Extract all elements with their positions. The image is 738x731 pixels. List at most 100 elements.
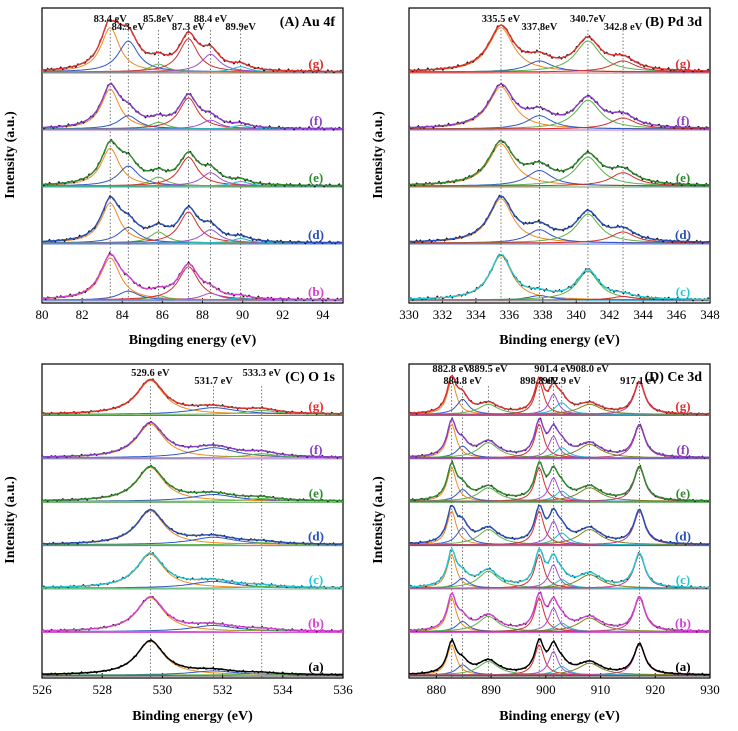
x-tick-label: 536 <box>333 682 353 697</box>
fitted-envelope-line <box>42 465 343 502</box>
x-tick-label: 910 <box>591 682 611 697</box>
x-axis-label: Binding energy (eV) <box>132 709 253 724</box>
sample-label: (b) <box>308 616 324 631</box>
raw-spectrum-line <box>41 82 344 131</box>
component-curve <box>409 510 710 546</box>
sample-label: (b) <box>675 616 691 631</box>
peak-label: 529.6 eV <box>131 368 170 379</box>
component-curve <box>42 597 343 632</box>
fitted-envelope-line <box>408 638 710 676</box>
peak-label: 898.8 eV <box>520 376 559 387</box>
fitted-envelope-line <box>408 195 710 243</box>
component-curve <box>409 117 710 130</box>
panel-title: (A) Au 4f <box>280 15 336 30</box>
peak-label: 83.4 eV <box>94 14 128 25</box>
x-tick-label: 528 <box>92 682 112 697</box>
component-curve <box>42 66 343 73</box>
panel-C: 526 528 530 532 534 536 Binding energy (eV) Int… <box>3 363 353 724</box>
peak-label: 342.8 eV <box>604 22 643 33</box>
x-tick-label: 338 <box>533 307 553 322</box>
sample-label: (a) <box>308 659 323 674</box>
sample-label: (f) <box>310 113 323 128</box>
y-axis-label: Intensity (a.u.) <box>371 111 386 199</box>
peak-label: 902.9 eV <box>542 376 581 387</box>
y-axis-label: Intensity (a.u.) <box>371 476 386 564</box>
x-tick-label: 80 <box>36 307 49 322</box>
raw-spectrum-line <box>408 253 711 302</box>
component-curve <box>42 498 343 502</box>
sample-label: (e) <box>676 170 690 185</box>
fitted-envelope-line <box>409 417 711 458</box>
fitted-envelope-line <box>408 374 710 415</box>
peak-label: 340.7eV <box>570 14 606 25</box>
x-tick-label: 346 <box>667 307 687 322</box>
fitted-envelope-line <box>41 253 343 301</box>
peak-label: 884.8 eV <box>443 376 482 387</box>
x-tick-label: 342 <box>600 307 620 322</box>
x-tick-label: 334 <box>466 307 486 322</box>
component-curve <box>409 607 710 632</box>
x-tick-label: 880 <box>427 682 447 697</box>
fitted-envelope-line <box>408 504 711 545</box>
component-curve <box>41 88 343 130</box>
peak-label: 889.5 eV <box>469 364 508 375</box>
panel-title: (B) Pd 3d <box>645 15 702 30</box>
sample-label: (d) <box>675 529 691 544</box>
component-curve <box>41 380 343 415</box>
x-axis-label: Binding energy (eV) <box>499 709 620 724</box>
component-curve <box>42 640 344 676</box>
component-curve <box>42 97 343 130</box>
peak-label: 882.8 eV <box>432 364 471 375</box>
x-tick-label: 90 <box>236 307 249 322</box>
sample-label: (a) <box>675 659 690 674</box>
fitted-envelope-line <box>41 20 343 73</box>
panel-title: (D) Ce 3d <box>644 370 702 385</box>
x-tick-label: 336 <box>500 307 520 322</box>
fitted-envelope-line <box>409 24 710 72</box>
component-curve <box>42 423 343 459</box>
x-tick-label: 920 <box>646 682 666 697</box>
sample-label: (c) <box>676 572 690 587</box>
fitted-envelope-line <box>42 596 343 632</box>
component-curve <box>42 211 343 244</box>
x-tick-label: 530 <box>153 682 173 697</box>
sample-label: (e) <box>676 485 690 500</box>
component-curve <box>409 650 710 676</box>
x-tick-label: 890 <box>481 682 501 697</box>
peak-label: 88.4 eV <box>194 14 228 25</box>
fitted-envelope-line <box>408 253 711 301</box>
fitted-envelope-line <box>42 421 343 458</box>
sample-label: (d) <box>675 227 691 242</box>
sample-label: (c) <box>676 284 690 299</box>
panel-D: 880 890 900 910 920 930 Binding energy (eV) Int… <box>371 363 720 724</box>
fitted-envelope-line <box>409 139 710 186</box>
sample-label: (f) <box>310 442 323 457</box>
plot-frame <box>408 7 711 304</box>
peak-label: 908.0 eV <box>570 364 609 375</box>
x-tick-label: 348 <box>700 307 720 322</box>
sample-label: (e) <box>309 170 323 185</box>
x-tick-label: 330 <box>399 307 419 322</box>
peak-label: 335.5 eV <box>482 14 521 25</box>
raw-spectrum-line <box>408 504 711 546</box>
y-axis-label: Intensity (a.u.) <box>3 111 18 199</box>
peak-label: 531.7 eV <box>194 376 233 387</box>
panel-B: 330 332 334 336 338 340 342 344 346 348 Binding en… <box>371 7 720 348</box>
component-curve <box>42 297 343 301</box>
peak-label: 901.4 eV <box>534 364 573 375</box>
x-tick-label: 534 <box>273 682 293 697</box>
component-curve <box>42 453 343 459</box>
x-tick-label: 84 <box>116 307 130 322</box>
component-curve <box>409 554 711 589</box>
panel-A: 80 82 84 86 88 90 92 94 Bingding energy (eV) Inte… <box>3 7 344 348</box>
fitted-envelope-line <box>408 547 710 589</box>
peak-label: 917.1 eV <box>620 376 659 387</box>
sample-label: (g) <box>675 398 690 413</box>
component-curve <box>409 296 710 301</box>
plot-frame <box>408 363 711 679</box>
fitted-envelope-line <box>42 508 344 545</box>
x-tick-label: 86 <box>156 307 170 322</box>
panel-title: (C) O 1s <box>285 370 335 385</box>
x-tick-label: 92 <box>276 307 289 322</box>
component-curve <box>42 629 343 633</box>
